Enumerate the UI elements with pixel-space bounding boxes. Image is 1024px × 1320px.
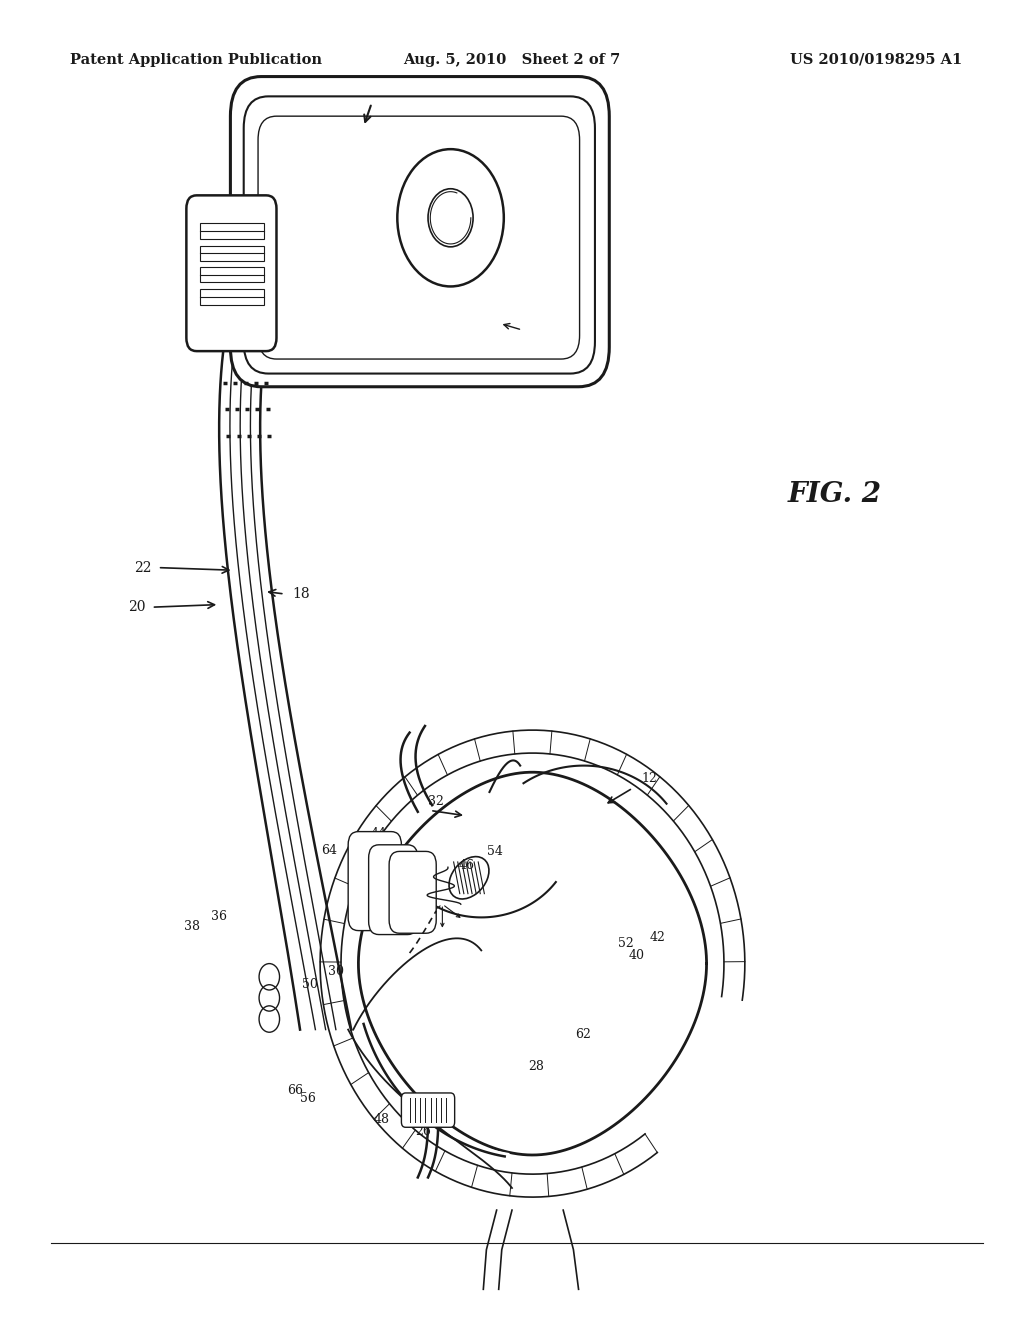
FancyBboxPatch shape (200, 289, 264, 305)
Text: US 2010/0198295 A1: US 2010/0198295 A1 (791, 53, 963, 67)
Text: 50: 50 (301, 978, 317, 991)
FancyBboxPatch shape (200, 246, 264, 261)
Text: 66: 66 (287, 1084, 303, 1097)
FancyBboxPatch shape (244, 96, 595, 374)
Text: Patent Application Publication: Patent Application Publication (70, 53, 322, 67)
Text: 36: 36 (211, 909, 227, 923)
FancyBboxPatch shape (200, 267, 264, 282)
FancyBboxPatch shape (369, 845, 418, 935)
FancyBboxPatch shape (200, 223, 264, 239)
FancyBboxPatch shape (401, 1093, 455, 1127)
Text: 60: 60 (530, 323, 548, 337)
Text: 58: 58 (413, 205, 430, 218)
Text: 44: 44 (371, 826, 387, 840)
Text: 20: 20 (128, 601, 145, 614)
Text: 38: 38 (183, 920, 200, 933)
Text: Aug. 5, 2010   Sheet 2 of 7: Aug. 5, 2010 Sheet 2 of 7 (403, 53, 621, 67)
Text: 46: 46 (459, 859, 475, 873)
FancyBboxPatch shape (348, 832, 401, 931)
Text: 58: 58 (413, 207, 430, 220)
Text: 12: 12 (641, 772, 657, 785)
FancyBboxPatch shape (389, 851, 436, 933)
Text: FIG. 2: FIG. 2 (787, 482, 882, 508)
Text: 18: 18 (292, 587, 309, 601)
Text: 28: 28 (528, 1060, 545, 1073)
Text: 48: 48 (374, 1113, 390, 1126)
FancyBboxPatch shape (258, 116, 580, 359)
FancyBboxPatch shape (186, 195, 276, 351)
Text: 40: 40 (629, 949, 645, 962)
Text: 52: 52 (618, 937, 634, 950)
Text: 26: 26 (415, 1125, 431, 1138)
Text: 30: 30 (328, 965, 344, 978)
Text: 42: 42 (649, 931, 666, 944)
FancyBboxPatch shape (230, 77, 609, 387)
Text: 22: 22 (134, 561, 152, 574)
Text: 16: 16 (379, 86, 396, 100)
Text: 64: 64 (321, 843, 337, 857)
Text: 32: 32 (428, 795, 444, 808)
Text: 54: 54 (487, 845, 504, 858)
Text: 56: 56 (299, 1092, 315, 1105)
Text: 62: 62 (575, 1028, 592, 1041)
